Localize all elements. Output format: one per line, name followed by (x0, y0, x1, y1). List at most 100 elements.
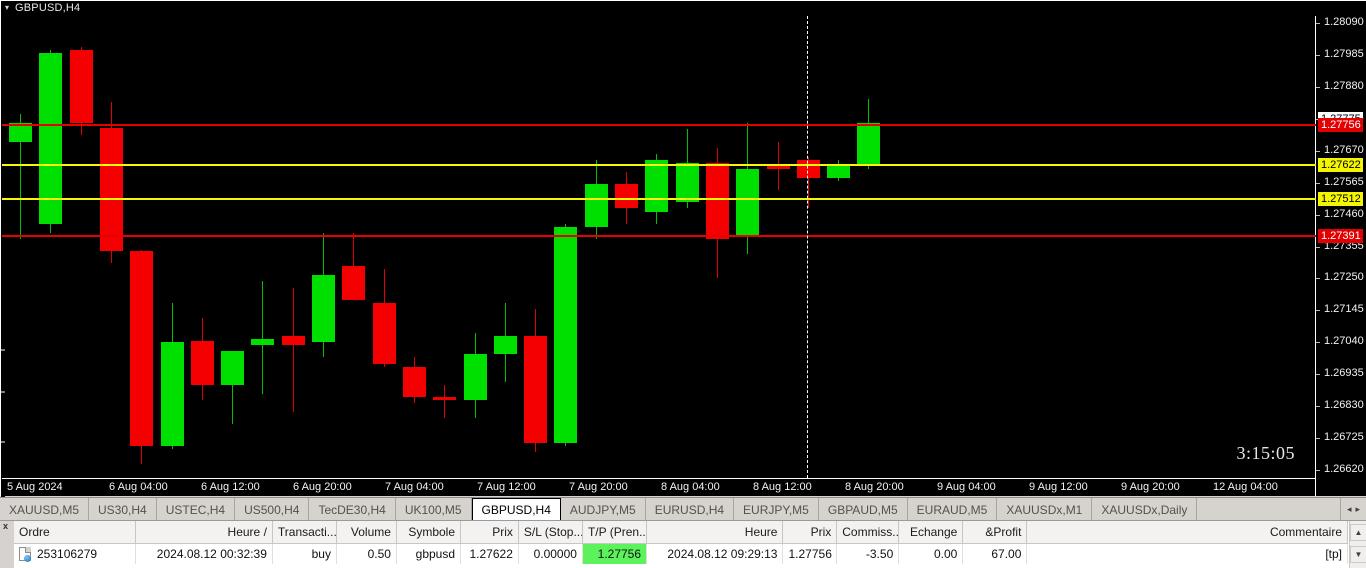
column-header[interactable]: Prix (460, 521, 519, 544)
candle-wick (444, 384, 446, 419)
column-header[interactable]: Commentaire (1026, 521, 1348, 544)
candle-body (190, 340, 214, 385)
chart-tab-us500-h4[interactable]: US500,H4 (235, 498, 310, 521)
chart-tab-ustec-h4[interactable]: USTEC,H4 (157, 498, 236, 521)
chart-window: ▾ GBPUSD,H4 3:15:05 1.28090 1.27985 1.27880… (0, 0, 1366, 497)
column-header[interactable]: S/L (Stop... (518, 521, 583, 544)
terminal-panel: x Terminal Ordre Heure / Transacti... Volum… (0, 520, 1366, 568)
cell-label: -3.50 (865, 546, 894, 561)
candle-body (281, 336, 305, 346)
candle-body (584, 184, 608, 227)
price-tick-label: 1.26935 (1324, 367, 1364, 380)
cell-commentaire: [tp] (1026, 543, 1348, 564)
price-label-level: 1.27391 (1318, 228, 1363, 243)
column-header[interactable]: Heure / (135, 521, 273, 544)
price-tick (1316, 374, 1320, 376)
chart-plot-area[interactable]: 3:15:05 (2, 16, 1315, 478)
column-header[interactable]: Prix (782, 521, 838, 544)
price-tick-label: 1.27460 (1324, 207, 1364, 220)
chart-tab-tecde30-h4[interactable]: TecDE30,H4 (309, 498, 396, 521)
chart-tab-uk100-m5[interactable]: UK100,M5 (396, 498, 472, 521)
terminal-side-strip[interactable]: x Terminal (0, 521, 14, 568)
price-tick-label: 1.28090 (1324, 16, 1364, 28)
candle-wick (20, 114, 21, 239)
column-header[interactable]: Volume (336, 521, 397, 544)
yellow-line-lower[interactable] (2, 197, 1315, 200)
column-header-label: S/L (Stop... (523, 524, 583, 539)
price-tick (1316, 406, 1320, 408)
chart-tab-eurusd-h4[interactable]: EURUSD,H4 (646, 498, 735, 521)
price-label-marker (1310, 197, 1316, 200)
chart-tab-label: EURJPY,M5 (743, 502, 809, 517)
table-row[interactable]: 253106279 2024.08.12 00:32:39 buy 0.50 gbpus… (14, 543, 1348, 564)
price-tick (1316, 342, 1320, 344)
column-header-label: T/P (Pren... (587, 524, 647, 539)
price-label-level: 1.27512 (1318, 191, 1363, 206)
cell-label: [tp] (1325, 546, 1342, 561)
candle-body (675, 162, 699, 203)
order-document-icon (19, 546, 31, 562)
chevron-right-icon[interactable]: ▸ (1355, 503, 1360, 514)
chevron-down-icon[interactable]: ▼ (1350, 546, 1366, 563)
chevron-left-icon[interactable]: ◂ (1346, 503, 1352, 514)
chart-tab-euraud-m5[interactable]: EURAUD,M5 (908, 498, 998, 521)
price-tick (1316, 278, 1320, 280)
chart-tab-label: US30,H4 (98, 502, 147, 517)
trade-history-table-wrap[interactable]: Ordre Heure / Transacti... Volume Symbole Pri… (14, 521, 1366, 568)
chart-tab-xauusdx-daily[interactable]: XAUUSDx,Daily (1092, 498, 1198, 521)
cell-sl: 0.00000 (518, 543, 583, 564)
time-tick-label: 6 Aug 04:00 (109, 481, 168, 493)
chart-tab-gbpaud-m5[interactable]: GBPAUD,M5 (819, 498, 908, 521)
chart-tab-xauusdx-m1[interactable]: XAUUSDx,M1 (997, 498, 1093, 521)
column-header[interactable]: Ordre (14, 521, 137, 544)
candle-body (827, 165, 851, 179)
cell-label: 0.00 (933, 546, 958, 561)
column-header[interactable]: T/P (Pren... (582, 521, 648, 544)
cell-tp: 1.27756 (582, 543, 648, 564)
cell-profit: 67.00 (962, 543, 1028, 564)
table-header-row[interactable]: Ordre Heure / Transacti... Volume Symbole Pri… (14, 521, 1348, 544)
yellow-line-upper[interactable] (2, 164, 1315, 167)
price-tick-label: 1.26725 (1324, 431, 1364, 444)
price-tick (1316, 438, 1320, 440)
price-tick-label: 1.27985 (1324, 47, 1364, 60)
close-icon[interactable]: x (3, 521, 9, 531)
chart-titlebar[interactable]: ▾ GBPUSD,H4 (1, 1, 1366, 15)
chart-tab-gbpusd-h4[interactable]: GBPUSD,H4 (471, 498, 561, 521)
column-header[interactable]: Heure (646, 521, 784, 544)
candle-wick (807, 156, 809, 209)
column-header[interactable]: Echange (898, 521, 964, 544)
column-header[interactable]: Symbole (396, 521, 462, 544)
price-scale[interactable]: 1.280901.279851.278801.277751.276701.275… (1310, 16, 1366, 496)
price-label-marker (1310, 164, 1316, 167)
candle-body (312, 275, 335, 343)
chart-tab-us30-h4[interactable]: US30,H4 (89, 498, 157, 521)
chart-tab-xauusd-m5[interactable]: XAUUSD,M5 (0, 498, 90, 521)
price-tick (1316, 54, 1320, 56)
chart-left-scroll-strip[interactable] (1, 331, 5, 497)
column-header-label: Commentaire (1269, 524, 1342, 539)
tp-line-upper[interactable] (2, 123, 1315, 126)
chart-tab-eurjpy-m5[interactable]: EURJPY,M5 (734, 498, 819, 521)
column-header-label: Commiss... (842, 524, 899, 539)
cell-prix-close: 1.27756 (782, 543, 838, 564)
column-header-label: Prix (810, 524, 832, 539)
chevron-down-icon[interactable]: ▾ (5, 3, 10, 12)
entry-line-lower[interactable] (2, 234, 1315, 237)
price-tick (1316, 86, 1320, 88)
time-tick-label: 8 Aug 12:00 (753, 481, 812, 493)
time-scale[interactable]: 5 Aug 2024 6 Aug 04:00 6 Aug 12:00 6 Aug 20… (2, 478, 1315, 496)
column-header[interactable]: Commiss... (836, 521, 900, 544)
terminal-vertical-scrollbar[interactable]: ▲ ▼ (1349, 521, 1366, 568)
chart-tab-bar[interactable]: XAUUSD,M5 US30,H4 USTEC,H4 US500,H4 TecDE30,… (0, 497, 1366, 521)
chart-tab-audjpy-m5[interactable]: AUDJPY,M5 (561, 498, 646, 521)
column-header[interactable]: Transacti... (272, 521, 337, 544)
cell-label: 1.27622 (469, 546, 513, 561)
candle-body (857, 123, 881, 166)
candle-wick (292, 287, 294, 413)
chart-tab-label: AUDJPY,M5 (569, 502, 636, 517)
column-header[interactable]: &Profit (962, 521, 1028, 544)
candle-body (524, 336, 548, 443)
chevron-up-icon[interactable]: ▲ (1350, 524, 1366, 541)
tabbar-scroll-arrows[interactable]: ◂ ▸ (1339, 498, 1366, 520)
